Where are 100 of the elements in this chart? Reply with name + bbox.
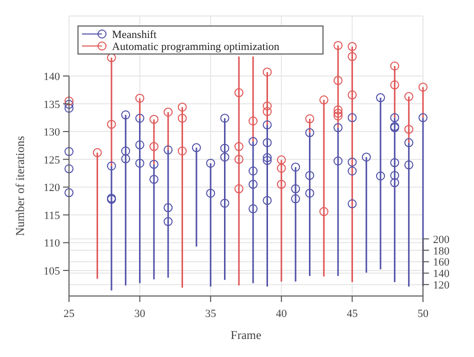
point bbox=[334, 108, 343, 118]
point bbox=[334, 105, 343, 114]
point bbox=[390, 113, 400, 122]
y-tick-label: 130 bbox=[44, 126, 60, 139]
point bbox=[121, 146, 130, 156]
point bbox=[262, 138, 272, 148]
point bbox=[390, 62, 400, 70]
point bbox=[362, 152, 371, 162]
point bbox=[234, 184, 244, 194]
point bbox=[276, 180, 286, 189]
point bbox=[164, 217, 173, 226]
x-tick-label: 40 bbox=[276, 308, 288, 320]
y-axis-title: Number of iterations bbox=[13, 136, 27, 236]
point bbox=[164, 203, 173, 212]
point bbox=[121, 110, 130, 120]
point bbox=[291, 184, 300, 194]
point bbox=[178, 102, 187, 112]
point bbox=[248, 180, 258, 189]
point bbox=[220, 198, 230, 208]
x-tick-label: 45 bbox=[346, 308, 358, 320]
point bbox=[334, 112, 343, 120]
point bbox=[276, 164, 286, 173]
point bbox=[64, 96, 74, 106]
point bbox=[220, 114, 230, 123]
point bbox=[149, 114, 158, 124]
point bbox=[334, 76, 343, 85]
y-tick-label: 125 bbox=[44, 154, 60, 166]
legend-label: Automatic programming optimization bbox=[112, 41, 280, 53]
point bbox=[305, 188, 314, 198]
point bbox=[234, 154, 244, 164]
y-tick-label: 115 bbox=[44, 210, 60, 222]
point bbox=[64, 104, 74, 113]
point bbox=[149, 174, 158, 184]
point bbox=[135, 158, 144, 168]
point bbox=[106, 120, 116, 129]
point bbox=[348, 52, 357, 62]
point bbox=[418, 82, 428, 92]
x-tick-label: 50 bbox=[418, 308, 429, 320]
legend-label: Meanshift bbox=[112, 29, 157, 41]
point bbox=[149, 142, 158, 152]
point bbox=[64, 164, 74, 174]
point bbox=[92, 148, 102, 158]
point bbox=[248, 137, 258, 146]
point bbox=[390, 178, 400, 188]
point bbox=[334, 40, 343, 50]
point bbox=[206, 188, 216, 198]
x-tick-label: 30 bbox=[134, 308, 146, 320]
point bbox=[404, 160, 414, 170]
point bbox=[234, 142, 244, 152]
point bbox=[135, 94, 144, 103]
y2-tick-label: 120 bbox=[433, 280, 450, 292]
point bbox=[262, 68, 272, 77]
y-tick-label: 110 bbox=[44, 238, 60, 250]
point bbox=[178, 146, 187, 156]
point bbox=[234, 88, 244, 98]
point bbox=[404, 92, 414, 102]
y2-tick-label: 200 bbox=[433, 234, 450, 246]
point bbox=[404, 124, 414, 134]
point bbox=[334, 123, 343, 132]
point bbox=[248, 166, 258, 176]
point bbox=[64, 188, 74, 198]
point bbox=[178, 114, 187, 123]
point bbox=[262, 196, 272, 205]
point bbox=[248, 204, 258, 214]
point bbox=[64, 147, 74, 156]
y2-tick-label: 160 bbox=[433, 256, 450, 269]
point bbox=[164, 108, 173, 117]
point bbox=[121, 154, 130, 164]
point bbox=[305, 128, 314, 138]
point bbox=[390, 80, 400, 90]
y-tick-label: 140 bbox=[44, 71, 60, 83]
point bbox=[348, 166, 357, 176]
point bbox=[376, 93, 386, 102]
point bbox=[334, 156, 343, 166]
y2-tick-label: 180 bbox=[433, 245, 450, 258]
point bbox=[220, 144, 230, 153]
point bbox=[418, 113, 428, 122]
point bbox=[206, 158, 216, 168]
point bbox=[348, 42, 357, 52]
x-axis-title: Frame bbox=[230, 328, 262, 342]
y-tick-label: 105 bbox=[44, 265, 60, 278]
y2-tick-label: 140 bbox=[433, 268, 450, 280]
x-tick-label: 35 bbox=[205, 308, 217, 320]
point bbox=[305, 170, 314, 180]
point bbox=[305, 114, 314, 124]
point bbox=[149, 160, 158, 169]
point bbox=[262, 120, 272, 130]
point bbox=[262, 102, 272, 110]
point bbox=[348, 90, 357, 100]
point bbox=[404, 138, 414, 148]
point bbox=[135, 140, 144, 150]
point bbox=[192, 143, 201, 152]
point bbox=[262, 107, 272, 116]
point bbox=[376, 172, 386, 180]
point bbox=[164, 145, 173, 154]
point bbox=[390, 170, 400, 180]
point bbox=[135, 114, 144, 123]
point bbox=[248, 116, 258, 126]
point bbox=[291, 194, 300, 204]
point bbox=[220, 152, 230, 162]
